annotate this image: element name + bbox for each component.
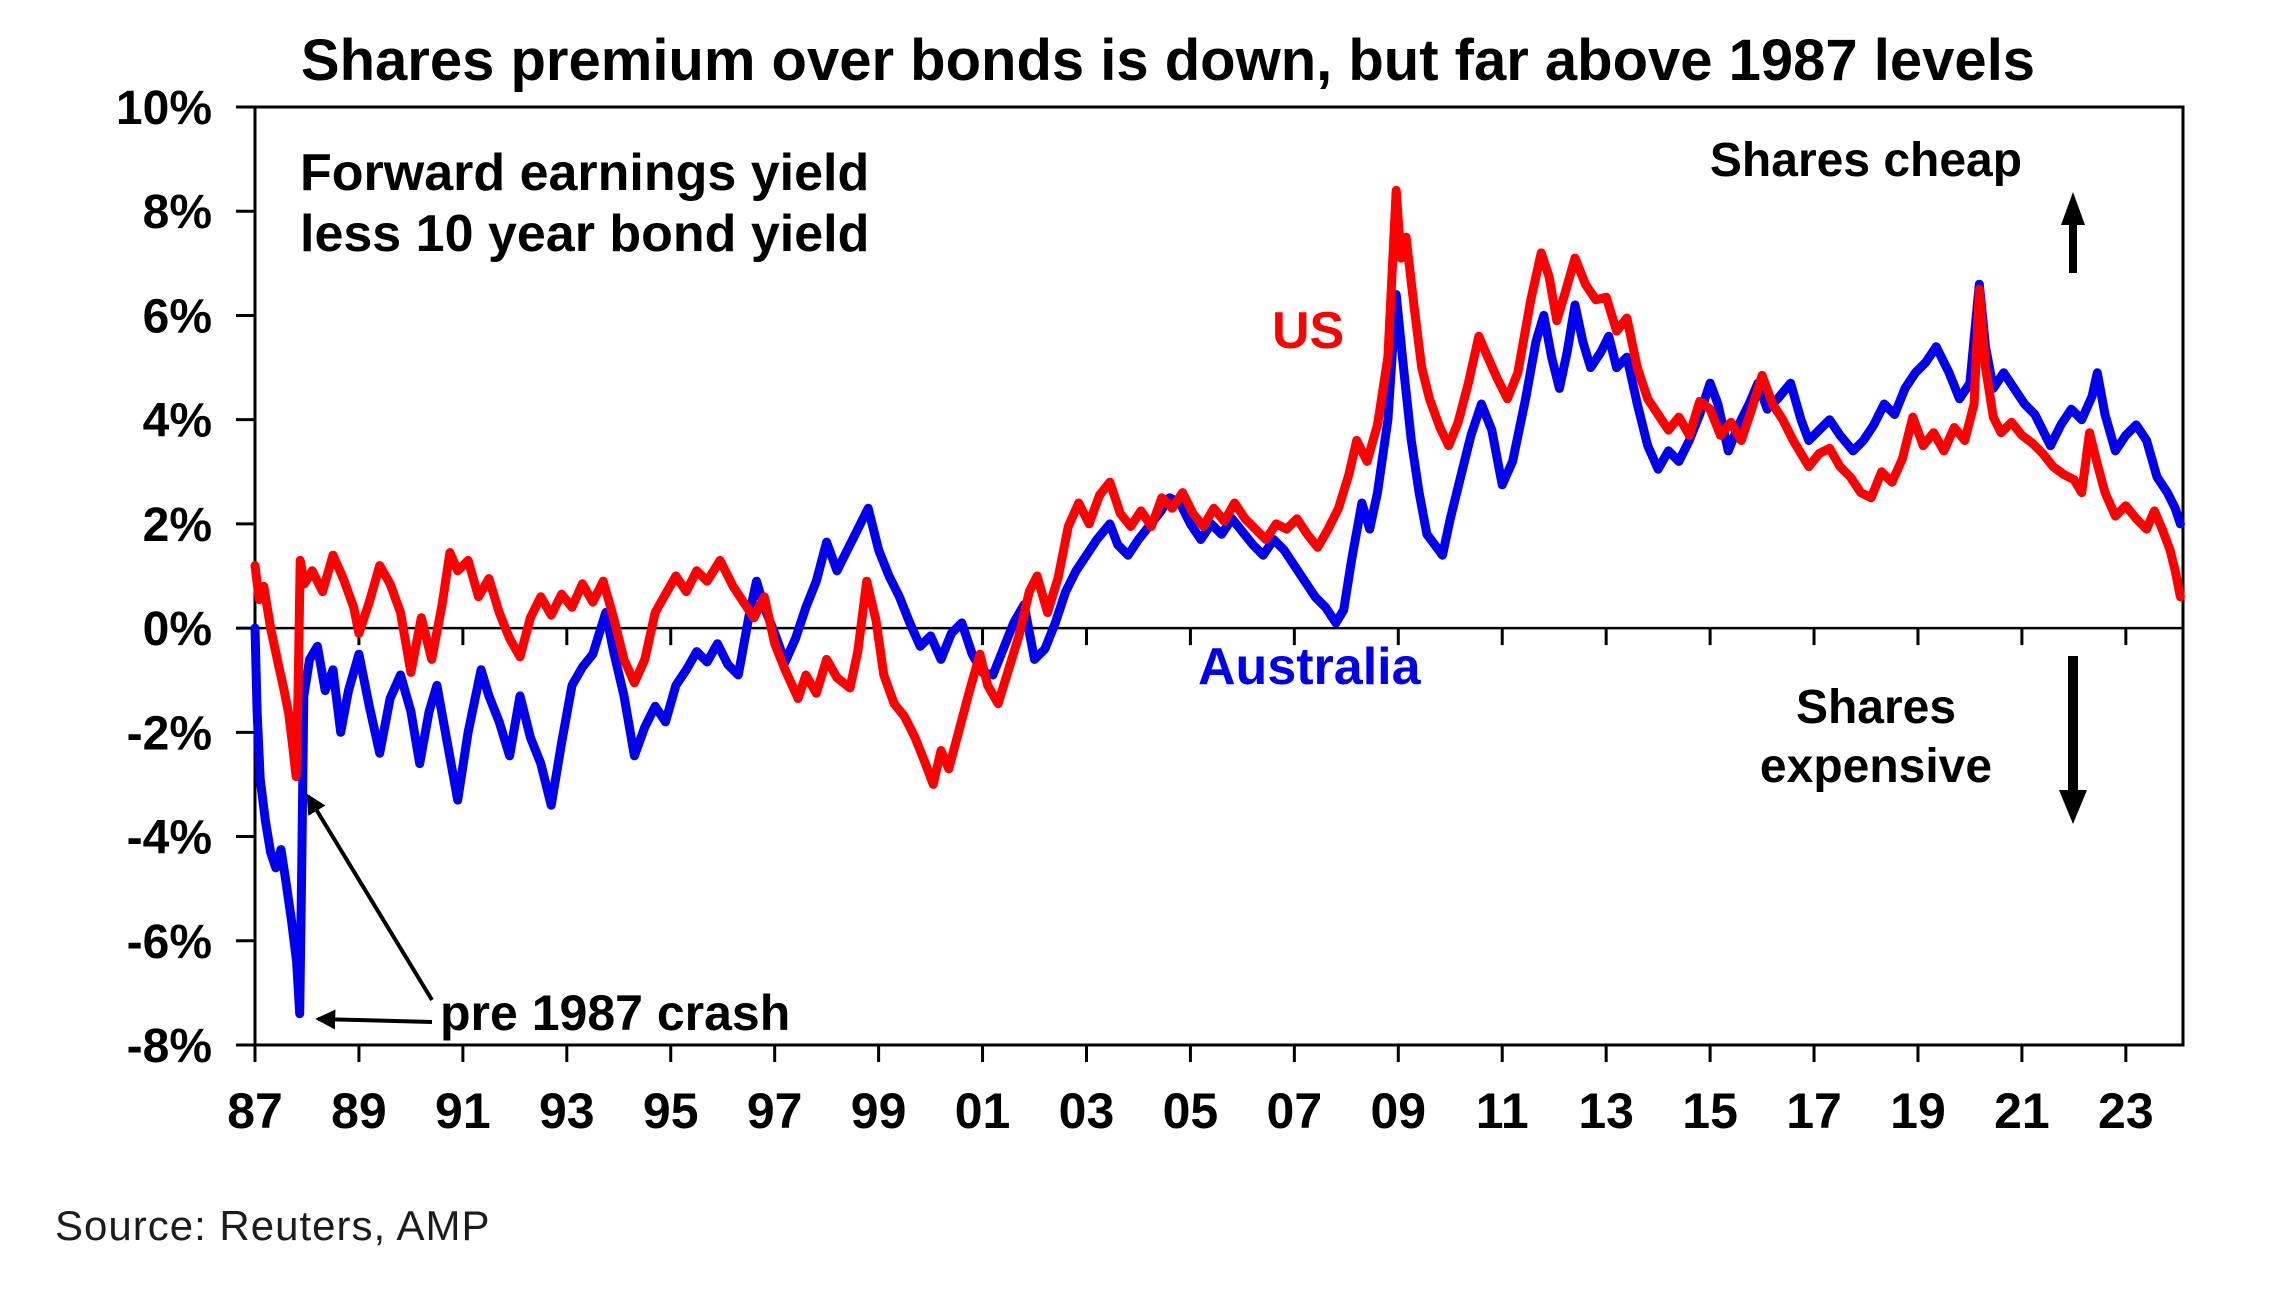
x-tick-label: 07 [1267, 1083, 1323, 1139]
subtitle-line-1: Forward earnings yield [300, 144, 869, 202]
x-tick-label: 87 [227, 1083, 283, 1139]
shares-expensive-label-line-2: expensive [1760, 740, 1992, 793]
x-tick-label: 21 [1994, 1083, 2050, 1139]
y-tick-label: 4% [143, 395, 212, 448]
x-tick-label: 23 [2098, 1083, 2154, 1139]
shares-expensive-label-line-1: Shares [1796, 681, 1956, 734]
x-tick-label: 99 [851, 1083, 907, 1139]
source-caption: Source: Reuters, AMP [55, 1202, 491, 1249]
x-tick-label: 93 [539, 1083, 595, 1139]
y-tick-label: -4% [127, 812, 212, 865]
x-tick-label: 11 [1476, 1083, 1529, 1139]
us-series-label: US [1272, 302, 1344, 360]
y-tick-label: 6% [143, 290, 212, 343]
arrow-up-icon [2061, 192, 2085, 273]
x-tick-label: 13 [1578, 1083, 1634, 1139]
australia-series-label: Australia [1198, 638, 1422, 696]
x-tick-label: 03 [1059, 1083, 1115, 1139]
shares-cheap-label: Shares cheap [1710, 134, 2022, 187]
y-tick-label: 10% [116, 82, 212, 135]
series-line-australia [250, 279, 2185, 1019]
y-tick-label: -6% [127, 916, 212, 969]
y-tick-label: 8% [143, 186, 212, 239]
x-tick-label: 97 [747, 1083, 803, 1139]
pre-crash-arrow-us-icon [306, 793, 434, 1002]
x-tick-label: 17 [1786, 1083, 1842, 1139]
x-tick-label: 01 [955, 1083, 1011, 1139]
y-tick-label: 2% [143, 499, 212, 552]
y-tick-label: -8% [127, 1020, 212, 1073]
chart-title: Shares premium over bonds is down, but f… [301, 28, 2035, 93]
subtitle-line-2: less 10 year bond yield [300, 205, 869, 263]
x-tick-label: 95 [643, 1083, 699, 1139]
pre-1987-crash-label: pre 1987 crash [440, 985, 790, 1041]
x-tick-label: 19 [1890, 1083, 1946, 1139]
series-line-us [250, 185, 2185, 789]
plot-area: 10% 8% 6% 4% 2% 0% -2% -4% -6% -8% 87 89 91 93 95 97 99 0… [116, 82, 2185, 1139]
pre-crash-arrow-australia-icon [315, 1009, 433, 1030]
y-tick-label: -2% [127, 707, 212, 760]
x-tick-label: 89 [331, 1083, 387, 1139]
x-tick-label: 05 [1163, 1083, 1219, 1139]
x-tick-label: 91 [435, 1083, 491, 1139]
y-tick-label: 0% [143, 603, 212, 656]
x-tick-label: 09 [1370, 1083, 1426, 1139]
x-tick-label: 15 [1682, 1083, 1738, 1139]
arrow-down-icon [2059, 656, 2087, 824]
